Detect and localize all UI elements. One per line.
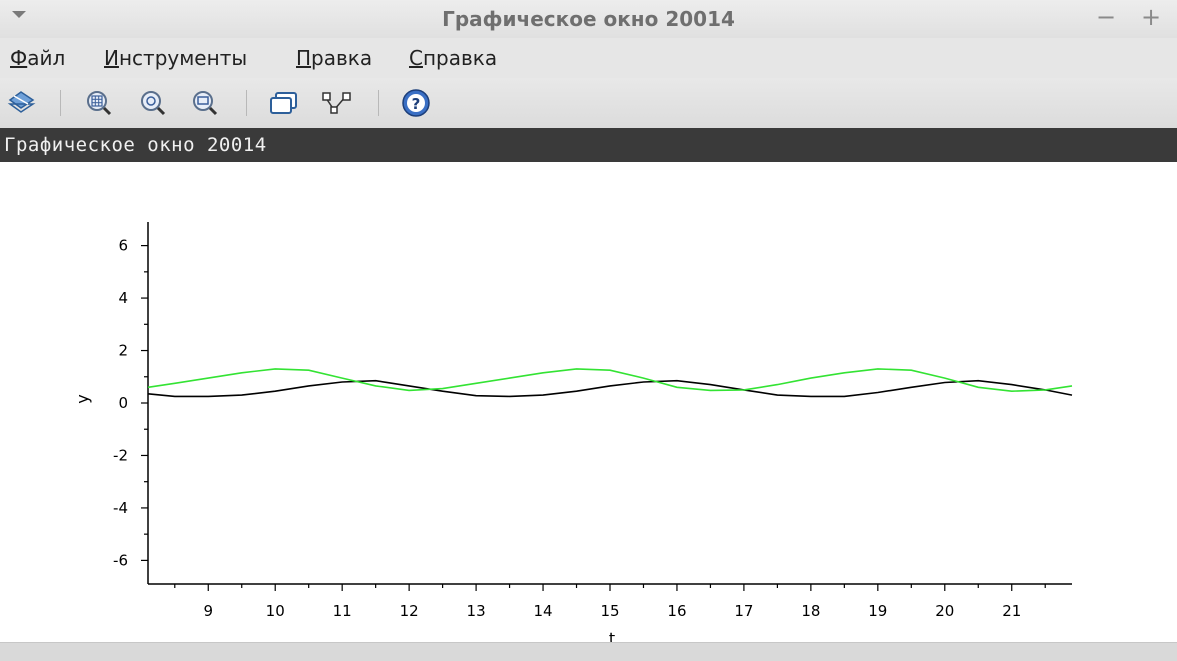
menu-tools-label: нструменты	[118, 46, 248, 70]
x-tick-label: 18	[801, 602, 820, 620]
x-tick-label: 15	[600, 602, 619, 620]
series-line-1	[147, 379, 1073, 398]
x-tick-label: 11	[333, 602, 352, 620]
menu-tools-accel: И	[104, 46, 119, 70]
y-tick-label: -4	[113, 499, 128, 517]
y-tick-label: 6	[118, 237, 128, 255]
window-menu-icon[interactable]	[12, 11, 26, 18]
x-tick-label: 19	[868, 602, 887, 620]
menu-bar: Файл Инструменты Правка Справка	[0, 38, 1177, 78]
toolbar-separator	[60, 90, 61, 116]
window-title: Графическое окно 20014	[442, 7, 735, 31]
menu-edit[interactable]: Правка	[296, 46, 372, 70]
window-icon[interactable]	[268, 88, 298, 118]
x-tick-label: 16	[667, 602, 686, 620]
figure-label: Графическое окно 20014	[4, 134, 267, 156]
menu-help[interactable]: Справка	[409, 46, 497, 70]
x-tick-label: 20	[935, 602, 954, 620]
maximize-button[interactable]: +	[1141, 3, 1162, 31]
toolbar-separator	[378, 90, 379, 116]
x-tick-label: 13	[467, 602, 486, 620]
help-icon[interactable]: ?	[400, 88, 430, 118]
menu-help-accel: С	[409, 46, 423, 70]
menu-help-label: правка	[422, 46, 498, 70]
menu-file-label: айл	[27, 46, 66, 70]
toolbar-separator	[246, 90, 247, 116]
y-tick-label: -2	[113, 446, 128, 464]
y-axis-label: y	[73, 394, 92, 403]
menu-edit-accel: П	[296, 46, 312, 70]
y-tick-label: -6	[113, 551, 128, 569]
plot-area[interactable]: 6 4 2 0 -2 -4 -6 9 10 11 12 13 14 15 16 17 18 19 20 21 y t	[0, 162, 1177, 648]
datatip-icon[interactable]	[320, 88, 351, 118]
x-tick-label: 10	[266, 602, 285, 620]
x-tick-label: 14	[533, 602, 552, 620]
menu-edit-label: равка	[311, 46, 373, 70]
minimize-button[interactable]: −	[1096, 3, 1117, 31]
zoom-region-icon[interactable]	[190, 88, 220, 118]
x-axis-label: t	[609, 629, 615, 642]
rotate-icon[interactable]	[6, 88, 36, 118]
y-tick-label: 2	[118, 342, 128, 360]
figure-label-bar: Графическое окно 20014	[0, 128, 1177, 162]
svg-text:?: ?	[412, 95, 421, 113]
zoom-grid-icon[interactable]	[84, 88, 114, 118]
status-bar	[0, 642, 1177, 661]
x-tick-label: 21	[1002, 602, 1021, 620]
menu-file[interactable]: Файл	[10, 46, 65, 70]
x-tick-label: 17	[734, 602, 753, 620]
y-tick-label: 4	[118, 289, 128, 307]
x-tick-label: 9	[203, 602, 213, 620]
zoom-in-icon[interactable]	[138, 88, 168, 118]
x-tick-label: 12	[400, 602, 419, 620]
y-tick-label: 0	[118, 394, 128, 412]
menu-file-accel: Ф	[10, 46, 28, 70]
title-bar: Графическое окно 20014 − +	[0, 0, 1177, 38]
series-line-2	[147, 368, 1073, 393]
toolbar: ?	[0, 78, 1177, 128]
menu-tools[interactable]: Инструменты	[104, 46, 247, 70]
